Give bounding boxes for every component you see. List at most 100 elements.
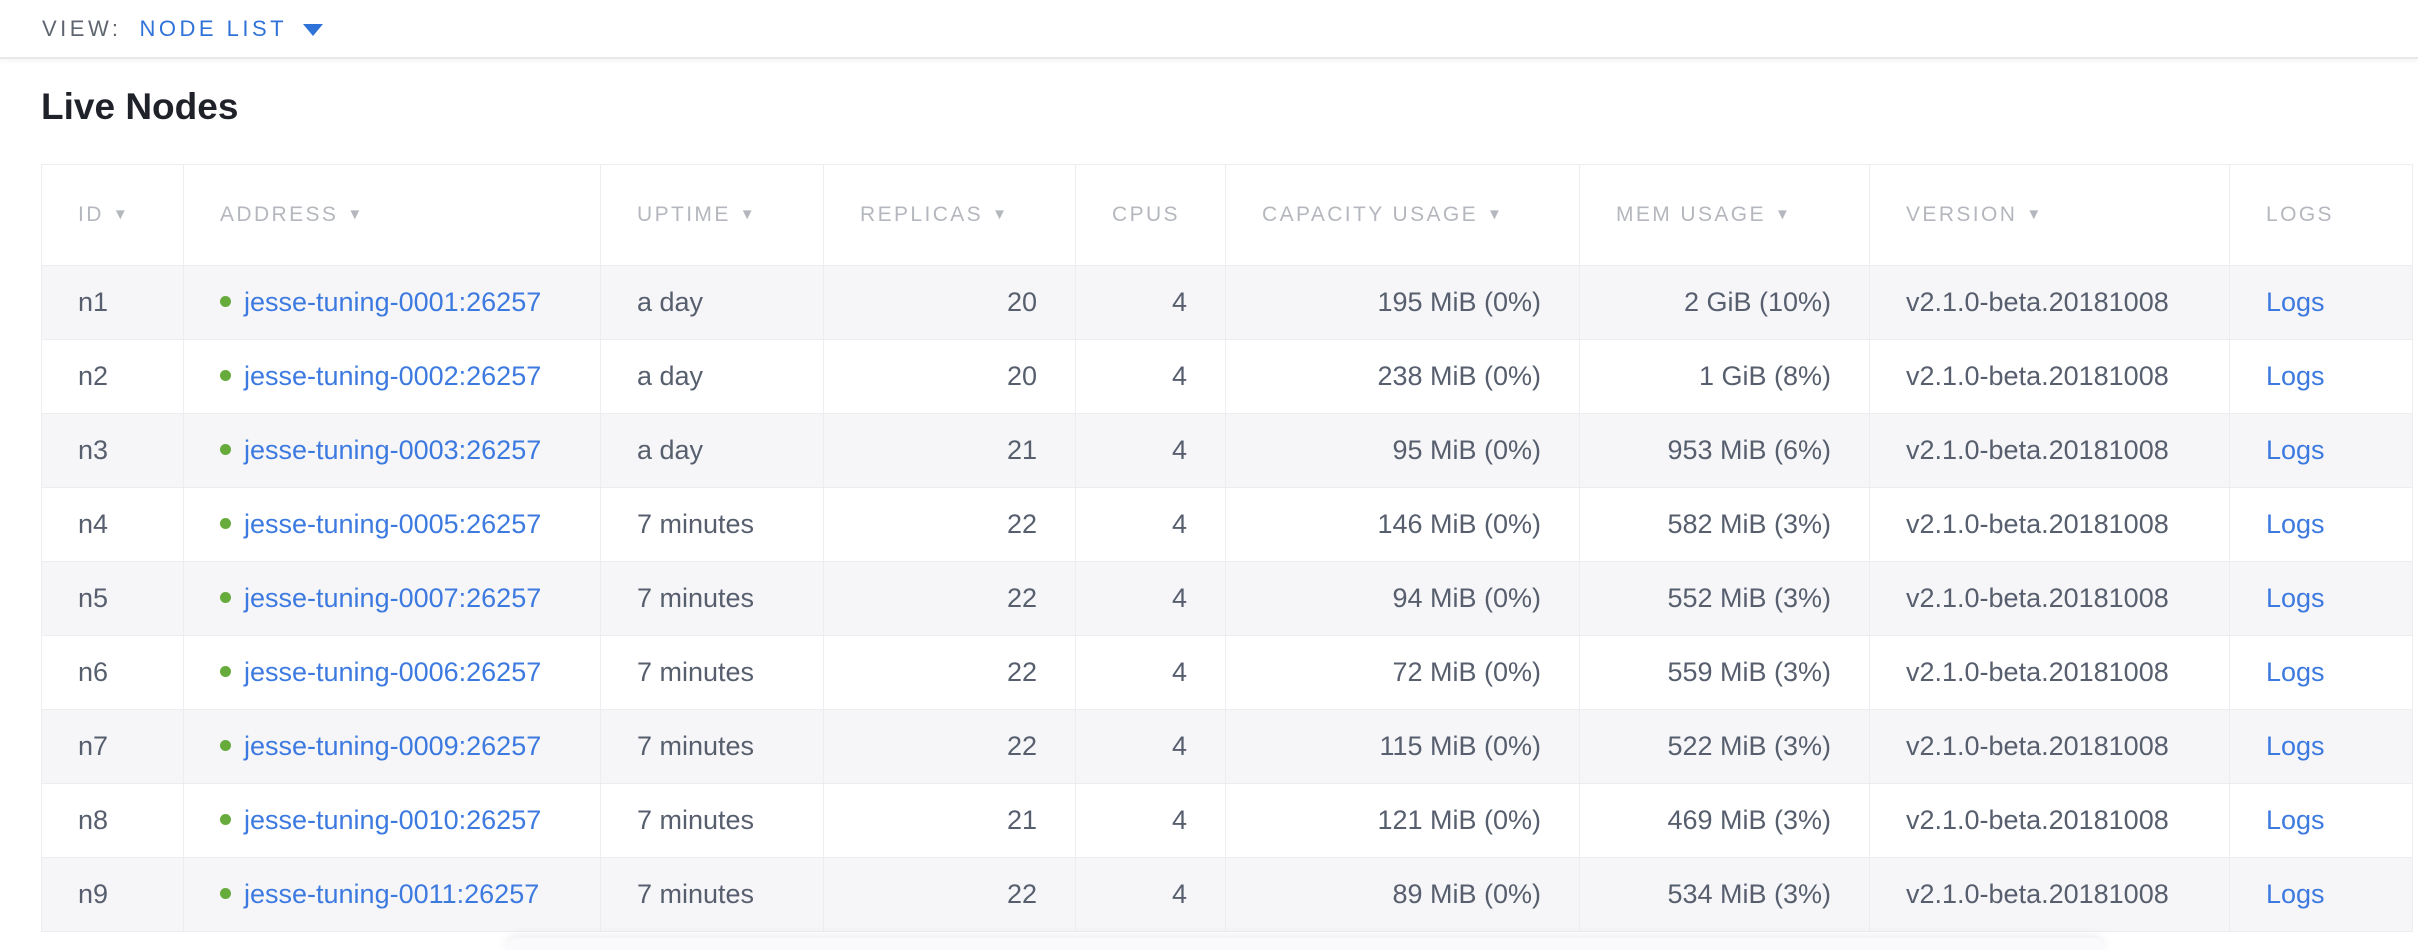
column-header-label: MEM USAGE bbox=[1616, 203, 1766, 226]
cell-replicas: 22 bbox=[823, 487, 1076, 562]
column-header-label: REPLICAS bbox=[860, 203, 984, 226]
cell-uptime: 7 minutes bbox=[600, 635, 824, 710]
cell-uptime: 7 minutes bbox=[600, 783, 824, 858]
cell-capacity: 89 MiB (0%) bbox=[1225, 857, 1580, 932]
cell-logs: Logs bbox=[2229, 413, 2413, 488]
cell-logs: Logs bbox=[2229, 487, 2413, 562]
cell-mem: 559 MiB (3%) bbox=[1579, 635, 1870, 710]
view-selector-dropdown[interactable]: NODE LIST bbox=[139, 15, 324, 42]
cell-version: v2.1.0-beta.20181008 bbox=[1869, 561, 2230, 636]
cell-mem: 534 MiB (3%) bbox=[1579, 857, 1870, 932]
node-live-status-dot bbox=[220, 888, 231, 900]
cell-replicas: 22 bbox=[823, 709, 1076, 784]
node-logs-link[interactable]: Logs bbox=[2266, 583, 2325, 613]
node-logs-link[interactable]: Logs bbox=[2266, 287, 2325, 317]
cell-id: n6 bbox=[41, 635, 184, 710]
page-title: Live Nodes bbox=[41, 86, 239, 127]
sort-caret-icon: ▼ bbox=[1774, 206, 1793, 223]
node-row-n7: n7 jesse-tuning-0009:26257 7 minutes 22 4 115… bbox=[41, 709, 2413, 784]
cell-cpus: 4 bbox=[1075, 635, 1226, 710]
cell-replicas: 22 bbox=[823, 857, 1076, 932]
node-row-n6: n6 jesse-tuning-0006:26257 7 minutes 22 4 72 … bbox=[41, 635, 2413, 710]
cell-capacity: 95 MiB (0%) bbox=[1225, 413, 1580, 488]
node-row-n8: n8 jesse-tuning-0010:26257 7 minutes 21 4 121… bbox=[41, 783, 2413, 858]
sort-caret-icon: ▼ bbox=[1487, 206, 1505, 223]
cell-id: n4 bbox=[41, 487, 184, 562]
cell-cpus: 4 bbox=[1075, 561, 1226, 636]
column-header-version[interactable]: VERSION ▼ bbox=[1869, 164, 2230, 266]
column-header-uptime[interactable]: UPTIME ▼ bbox=[600, 164, 824, 266]
node-address-link[interactable]: jesse-tuning-0005:26257 bbox=[244, 509, 542, 539]
sort-caret-icon: ▼ bbox=[739, 206, 757, 223]
cell-address: jesse-tuning-0005:26257 bbox=[183, 487, 601, 562]
cell-capacity: 72 MiB (0%) bbox=[1225, 635, 1580, 710]
node-live-status-dot bbox=[220, 740, 231, 752]
cell-logs: Logs bbox=[2229, 265, 2413, 340]
column-header-mem[interactable]: MEM USAGE ▼ bbox=[1579, 164, 1870, 266]
cell-capacity: 94 MiB (0%) bbox=[1225, 561, 1580, 636]
cell-cpus: 4 bbox=[1075, 413, 1226, 488]
node-logs-link[interactable]: Logs bbox=[2266, 435, 2325, 465]
node-live-status-dot bbox=[220, 518, 231, 530]
node-address-link[interactable]: jesse-tuning-0010:26257 bbox=[244, 805, 542, 835]
column-header-address[interactable]: ADDRESS ▼ bbox=[183, 164, 601, 266]
cell-uptime: 7 minutes bbox=[600, 561, 824, 636]
view-bar: VIEW: NODE LIST bbox=[0, 0, 2418, 59]
cell-logs: Logs bbox=[2229, 783, 2413, 858]
below-fold-panel-edge bbox=[505, 938, 2105, 950]
node-address-link[interactable]: jesse-tuning-0011:26257 bbox=[244, 879, 540, 909]
cell-cpus: 4 bbox=[1075, 709, 1226, 784]
node-logs-link[interactable]: Logs bbox=[2266, 879, 2325, 909]
column-header-label: CPUS bbox=[1112, 203, 1180, 226]
cell-mem: 552 MiB (3%) bbox=[1579, 561, 1870, 636]
cell-capacity: 238 MiB (0%) bbox=[1225, 339, 1580, 414]
node-address-link[interactable]: jesse-tuning-0006:26257 bbox=[244, 657, 542, 687]
cell-capacity: 146 MiB (0%) bbox=[1225, 487, 1580, 562]
cell-address: jesse-tuning-0010:26257 bbox=[183, 783, 601, 858]
cell-replicas: 20 bbox=[823, 339, 1076, 414]
node-logs-link[interactable]: Logs bbox=[2266, 731, 2325, 761]
node-logs-link[interactable]: Logs bbox=[2266, 361, 2325, 391]
node-address-link[interactable]: jesse-tuning-0003:26257 bbox=[244, 435, 542, 465]
sort-caret-icon: ▼ bbox=[112, 206, 131, 223]
column-header-capacity[interactable]: CAPACITY USAGE ▼ bbox=[1225, 164, 1580, 266]
node-address-link[interactable]: jesse-tuning-0007:26257 bbox=[244, 583, 542, 613]
column-header-label: VERSION bbox=[1906, 203, 2018, 226]
cell-capacity: 195 MiB (0%) bbox=[1225, 265, 1580, 340]
node-address-link[interactable]: jesse-tuning-0002:26257 bbox=[244, 361, 542, 391]
node-address-link[interactable]: jesse-tuning-0009:26257 bbox=[244, 731, 542, 761]
cell-uptime: 7 minutes bbox=[600, 487, 824, 562]
cell-id: n8 bbox=[41, 783, 184, 858]
cell-mem: 953 MiB (6%) bbox=[1579, 413, 1870, 488]
column-header-label: ADDRESS bbox=[220, 203, 339, 226]
node-row-n1: n1 jesse-tuning-0001:26257 a day 20 4 195 MiB… bbox=[41, 265, 2413, 340]
node-logs-link[interactable]: Logs bbox=[2266, 657, 2325, 687]
chevron-down-icon bbox=[303, 23, 324, 36]
cell-cpus: 4 bbox=[1075, 339, 1226, 414]
cell-address: jesse-tuning-0009:26257 bbox=[183, 709, 601, 784]
cell-replicas: 21 bbox=[823, 783, 1076, 858]
view-selected-value: NODE LIST bbox=[139, 15, 288, 41]
node-address-link[interactable]: jesse-tuning-0001:26257 bbox=[244, 287, 542, 317]
cell-address: jesse-tuning-0002:26257 bbox=[183, 339, 601, 414]
cell-version: v2.1.0-beta.20181008 bbox=[1869, 413, 2230, 488]
cell-mem: 522 MiB (3%) bbox=[1579, 709, 1870, 784]
node-logs-link[interactable]: Logs bbox=[2266, 805, 2325, 835]
node-live-status-dot bbox=[220, 592, 231, 604]
node-logs-link[interactable]: Logs bbox=[2266, 509, 2325, 539]
cell-address: jesse-tuning-0006:26257 bbox=[183, 635, 601, 710]
cell-id: n7 bbox=[41, 709, 184, 784]
cell-id: n2 bbox=[41, 339, 184, 414]
node-live-status-dot bbox=[220, 444, 231, 456]
column-header-id[interactable]: ID ▼ bbox=[41, 164, 184, 266]
column-header-label: CAPACITY USAGE bbox=[1262, 203, 1479, 226]
column-header-label: ID bbox=[78, 203, 104, 226]
column-header-replicas[interactable]: REPLICAS ▼ bbox=[823, 164, 1076, 266]
cell-logs: Logs bbox=[2229, 635, 2413, 710]
cell-logs: Logs bbox=[2229, 709, 2413, 784]
node-live-status-dot bbox=[220, 814, 231, 826]
column-header-label: LOGS bbox=[2266, 203, 2334, 226]
cell-replicas: 22 bbox=[823, 635, 1076, 710]
cell-cpus: 4 bbox=[1075, 265, 1226, 340]
cell-id: n1 bbox=[41, 265, 184, 340]
